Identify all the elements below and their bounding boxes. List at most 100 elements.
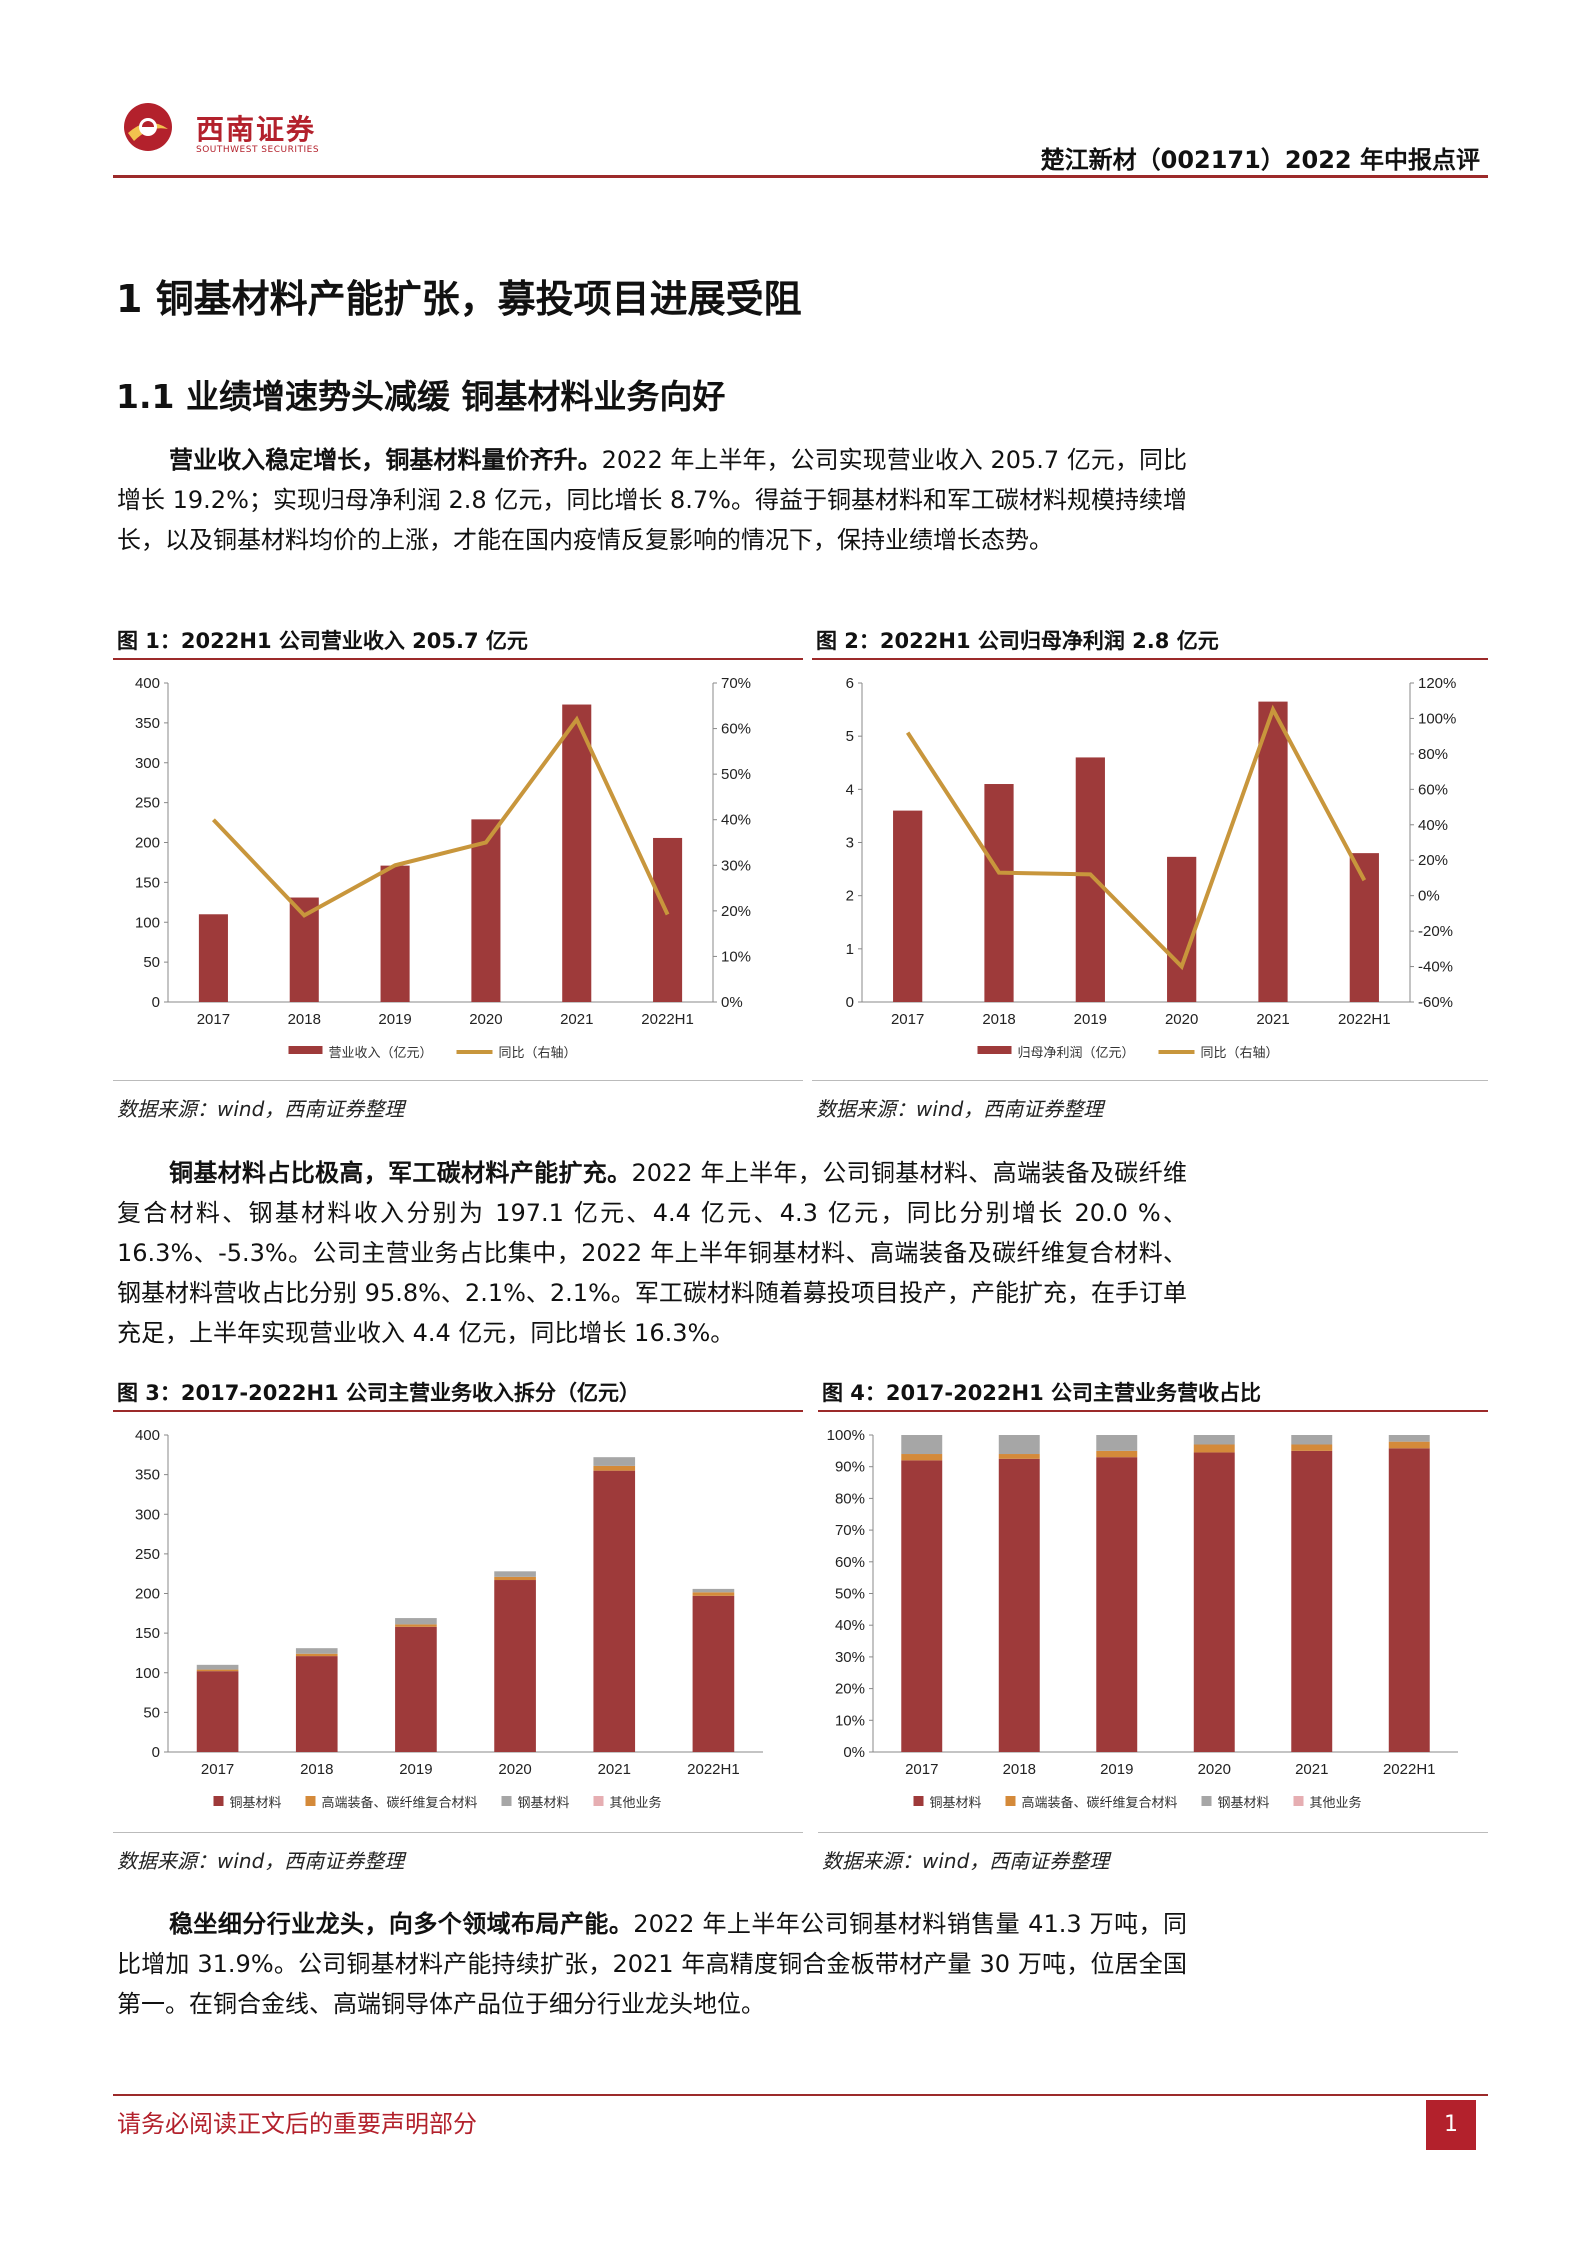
footer-disclaimer: 请务必阅读正文后的重要声明部分 <box>117 2110 477 2138</box>
legend-label: 铜基材料 <box>930 1795 982 1810</box>
bar-segment <box>692 1592 735 1596</box>
y-tick-label: 100% <box>827 1427 865 1444</box>
x-tick-label: 2022H1 <box>1338 1011 1391 1028</box>
y2-tick-label: 0% <box>1418 888 1440 905</box>
y2-tick-label: 20% <box>721 903 751 920</box>
bar <box>198 914 228 1002</box>
bar-segment <box>593 1457 636 1466</box>
paragraph-lead: 营业收入稳定增长，铜基材料量价齐升。 <box>169 446 602 474</box>
y2-tick-label: 20% <box>1418 852 1448 869</box>
legend-label: 同比（右轴） <box>1201 1045 1279 1060</box>
legend-swatch <box>1005 1796 1016 1806</box>
bar-segment <box>1291 1444 1333 1451</box>
legend-swatch <box>1201 1796 1212 1806</box>
bar-segment <box>196 1664 239 1670</box>
y-tick-label: 400 <box>135 675 160 692</box>
figure-4-bottom-rule <box>818 1832 1488 1833</box>
figure-3-chart: 0 50 100 150 200 250 300 350 400 2017 2018 2019 2020… <box>135 1427 763 1810</box>
y-tick-label: 70% <box>835 1522 865 1539</box>
series-line <box>905 704 1367 971</box>
x-tick-label: 2017 <box>905 1761 938 1778</box>
legend-label: 归母净利润（亿元） <box>1018 1045 1135 1060</box>
bar <box>471 819 501 1002</box>
bar-segment <box>494 1571 536 1577</box>
y-tick-label: 200 <box>135 835 160 852</box>
bar-segment <box>295 1653 338 1657</box>
x-tick-label: 2021 <box>1256 1011 1289 1028</box>
legend-label: 钢基材料 <box>1218 1795 1270 1810</box>
x-tick-label: 2017 <box>891 1011 924 1028</box>
legend-swatch <box>213 1796 224 1806</box>
legend-swatch <box>305 1796 316 1806</box>
bar-segment <box>692 1595 735 1752</box>
y-tick-label: 2 <box>846 888 854 905</box>
bar-segment <box>1096 1450 1138 1458</box>
y-tick-label: 4 <box>846 781 854 798</box>
y2-tick-label: 40% <box>1418 817 1448 834</box>
x-tick-label: 2022H1 <box>1383 1761 1436 1778</box>
bar <box>653 837 683 1002</box>
x-tick-label: 2018 <box>1003 1761 1036 1778</box>
bar-segment <box>901 1460 943 1752</box>
y2-tick-label: 10% <box>721 948 751 965</box>
legend-label: 高端装备、碳纤维复合材料 <box>1022 1795 1178 1810</box>
bar <box>1167 856 1197 1002</box>
figure-4-rule <box>818 1410 1488 1412</box>
document-title: 楚江新材（002171）2022 年中报点评 <box>1040 146 1480 174</box>
legend-label: 同比（右轴） <box>499 1045 577 1060</box>
x-tick-label: 2021 <box>560 1011 593 1028</box>
y-tick-label: 300 <box>135 755 160 772</box>
bar-segment <box>395 1618 437 1625</box>
y2-tick-label: 100% <box>1418 710 1456 727</box>
y-tick-label: 90% <box>835 1459 865 1476</box>
figure-3-title: 图 3：2017-2022H1 公司主营业务收入拆分（亿元） <box>117 1381 641 1405</box>
figure-1-title: 图 1：2022H1 公司营业收入 205.7 亿元 <box>117 629 528 653</box>
paragraph-1: 营业收入稳定增长，铜基材料量价齐升。2022 年上半年，公司实现营业收入 205… <box>117 440 1187 560</box>
figure-2-title: 图 2：2022H1 公司归母净利润 2.8 亿元 <box>816 629 1219 653</box>
bar-segment <box>1193 1435 1235 1445</box>
x-tick-label: 2019 <box>1074 1011 1107 1028</box>
y-tick-label: 60% <box>835 1554 865 1571</box>
bar-segment <box>1096 1457 1138 1752</box>
figure-3-bottom-rule <box>113 1832 803 1833</box>
y-tick-label: 100 <box>135 914 160 931</box>
subsection-heading: 1.1 业绩增速势头减缓 铜基材料业务向好 <box>116 377 726 416</box>
company-logo <box>124 103 172 151</box>
y-tick-label: 50 <box>143 1704 160 1721</box>
brand-name-en: SOUTHWEST SECURITIES <box>196 145 320 155</box>
y2-tick-label: 50% <box>721 766 751 783</box>
y2-tick-label: 0% <box>721 994 743 1011</box>
paragraph-body: 2022 年上半年，公司铜基材料、高端装备及碳纤维复合材料、钢基材料收入分别为 … <box>117 1159 1187 1347</box>
bar-segment <box>998 1454 1040 1459</box>
legend-label: 其他业务 <box>610 1795 662 1810</box>
x-tick-label: 2021 <box>1295 1761 1328 1778</box>
bar-segment <box>395 1624 437 1627</box>
bar-segment <box>901 1454 943 1461</box>
y2-tick-label: 80% <box>1418 746 1448 763</box>
bar-segment <box>295 1656 338 1752</box>
bar-segment <box>692 1588 735 1593</box>
bar <box>1349 853 1379 1002</box>
bar-segment <box>1193 1452 1235 1752</box>
x-tick-label: 2019 <box>378 1011 411 1028</box>
legend-label: 其他业务 <box>1310 1795 1362 1810</box>
y-tick-label: 50 <box>143 954 160 971</box>
bar-segment <box>593 1465 636 1471</box>
y2-tick-label: -20% <box>1418 923 1453 940</box>
x-tick-label: 2018 <box>288 1011 321 1028</box>
y2-tick-label: 120% <box>1418 675 1456 692</box>
figure-2-bottom-rule <box>812 1080 1488 1081</box>
bar-segment <box>1096 1435 1138 1451</box>
y-tick-label: 400 <box>135 1427 160 1444</box>
y2-tick-label: 70% <box>721 675 751 692</box>
bar-segment <box>196 1671 239 1752</box>
x-tick-label: 2017 <box>201 1761 234 1778</box>
figure-1-source: 数据来源：wind，西南证券整理 <box>117 1097 405 1121</box>
y-tick-label: 200 <box>135 1586 160 1603</box>
legend-label: 高端装备、碳纤维复合材料 <box>322 1795 478 1810</box>
y-tick-label: 50% <box>835 1586 865 1603</box>
footer-rule <box>113 2094 1488 2096</box>
figure-1-bottom-rule <box>113 1080 803 1081</box>
bar-segment <box>1388 1448 1430 1752</box>
bar <box>893 810 923 1002</box>
